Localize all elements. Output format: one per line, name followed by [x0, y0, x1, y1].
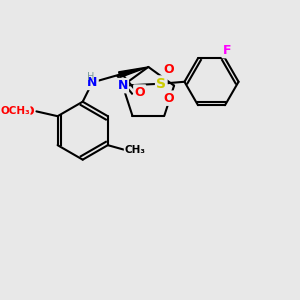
Text: O: O	[164, 92, 174, 105]
Text: H: H	[87, 72, 94, 82]
Text: N: N	[118, 79, 128, 92]
Text: N: N	[87, 76, 98, 89]
Polygon shape	[118, 67, 148, 77]
Text: S: S	[156, 77, 166, 91]
Text: CH₃: CH₃	[124, 145, 145, 155]
Text: O: O	[23, 105, 34, 118]
Text: OCH₃: OCH₃	[0, 106, 30, 116]
Text: F: F	[223, 44, 231, 57]
Text: O: O	[134, 85, 145, 99]
Text: O: O	[164, 63, 174, 76]
